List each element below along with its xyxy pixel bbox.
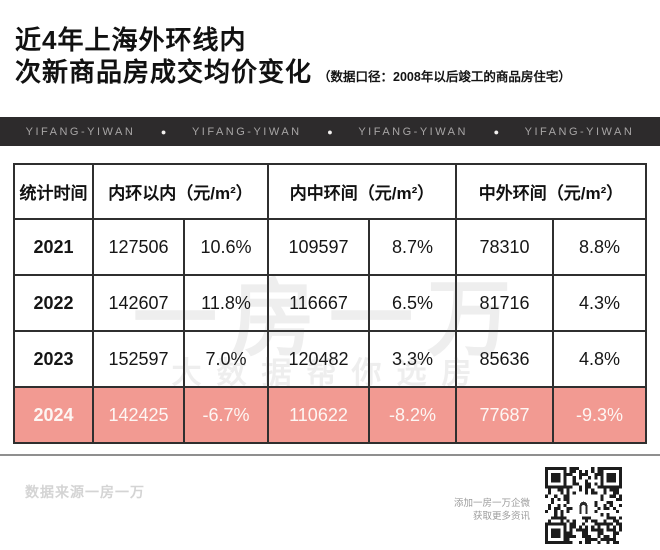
- brand-banner: YIFANG-YIWAN ● YIFANG-YIWAN ● YIFANG-YIW…: [0, 117, 660, 146]
- price-cell: 120482: [267, 330, 370, 388]
- price-table-wrap: 统计时间 内环以内（元/m²） 内中环间（元/m²） 中外环间（元/m²） 20…: [13, 163, 647, 444]
- change-cell: 7.0%: [183, 330, 269, 388]
- price-cell: 77687: [455, 386, 554, 444]
- price-table: 统计时间 内环以内（元/m²） 内中环间（元/m²） 中外环间（元/m²） 20…: [13, 163, 647, 444]
- qr-caption-line2: 获取更多资讯: [472, 511, 530, 522]
- qr-caption-line1: 添加一房一万企微: [453, 498, 530, 509]
- page-title-line1: 近4年上海外环线内: [15, 25, 247, 55]
- brand-text: YIFANG-YIWAN: [524, 125, 635, 138]
- price-cell: 85636: [455, 330, 554, 388]
- change-cell: -8.2%: [368, 386, 457, 444]
- data-source-label: 数据来源一房一万: [25, 484, 145, 500]
- change-cell: 10.6%: [183, 218, 269, 276]
- table-row-2023: 2023 152597 7.0% 120482 3.3% 85636 4.8%: [13, 330, 647, 388]
- title-block: 近4年上海外环线内 次新商品房成交均价变化 （数据口径：2008年以后竣工的商品…: [15, 24, 655, 88]
- page-title-line2: 次新商品房成交均价变化: [15, 57, 313, 87]
- qr-caption: 添加一房一万企微 获取更多资讯: [430, 497, 530, 523]
- price-cell: 116667: [267, 274, 370, 332]
- bullet-icon: ●: [493, 126, 500, 137]
- price-cell: 109597: [267, 218, 370, 276]
- brand-text: YIFANG-YIWAN: [25, 125, 136, 138]
- bullet-icon: ●: [327, 126, 333, 137]
- qr-code: [545, 467, 622, 544]
- footer-divider: [0, 454, 660, 456]
- price-cell: 152597: [92, 330, 185, 388]
- header-group-outer-ring: 中外环间（元/m²）: [455, 163, 647, 220]
- bullet-icon: ●: [160, 126, 167, 137]
- change-cell: 6.5%: [368, 274, 457, 332]
- price-cell: 142425: [92, 386, 185, 444]
- change-cell: 4.8%: [552, 330, 647, 388]
- table-row-2022: 2022 142607 11.8% 116667 6.5% 81716 4.3%: [13, 274, 647, 332]
- price-cell: 127506: [92, 218, 185, 276]
- header-group-mid-ring: 内中环间（元/m²）: [267, 163, 457, 220]
- brand-text: YIFANG-YIWAN: [191, 125, 302, 138]
- brand-text: YIFANG-YIWAN: [358, 125, 468, 138]
- price-cell: 110622: [267, 386, 370, 444]
- header-group-inner-ring: 内环以内（元/m²）: [92, 163, 269, 220]
- change-cell: 8.7%: [368, 218, 457, 276]
- table-row-2024-highlighted: 2024 142425 -6.7% 110622 -8.2% 77687 -9.…: [13, 386, 647, 444]
- change-cell: -9.3%: [552, 386, 647, 444]
- header-time: 统计时间: [13, 163, 94, 220]
- change-cell: 8.8%: [552, 218, 647, 276]
- price-cell: 81716: [455, 274, 554, 332]
- change-cell: -6.7%: [183, 386, 269, 444]
- year-cell: 2021: [13, 218, 94, 276]
- year-cell: 2022: [13, 274, 94, 332]
- title-note: （数据口径：2008年以后竣工的商品房住宅）: [318, 70, 571, 84]
- price-cell: 142607: [92, 274, 185, 332]
- change-cell: 3.3%: [368, 330, 457, 388]
- qr-code-image: [545, 467, 622, 544]
- change-cell: 4.3%: [552, 274, 647, 332]
- price-cell: 78310: [455, 218, 554, 276]
- year-cell: 2023: [13, 330, 94, 388]
- table-header-row: 统计时间 内环以内（元/m²） 内中环间（元/m²） 中外环间（元/m²）: [13, 163, 647, 220]
- change-cell: 11.8%: [183, 274, 269, 332]
- table-row-2021: 2021 127506 10.6% 109597 8.7% 78310 8.8%: [13, 218, 647, 276]
- year-cell: 2024: [13, 386, 94, 444]
